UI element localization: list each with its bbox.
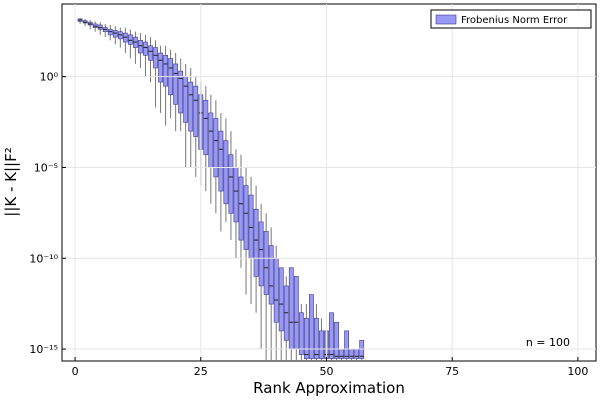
box (228, 154, 234, 214)
box (273, 257, 279, 323)
annotation: n = 100 (526, 336, 570, 349)
box (238, 176, 244, 241)
box (339, 348, 344, 359)
y-tick-label: 10⁰ (40, 71, 59, 84)
x-tick-label: 25 (194, 365, 208, 378)
box (253, 208, 259, 277)
box (263, 231, 269, 295)
box (183, 76, 189, 123)
box (223, 140, 229, 205)
plot-area (77, 17, 365, 361)
box (173, 63, 179, 105)
box (354, 348, 360, 359)
box (127, 34, 133, 45)
x-axis-label: Rank Approximation (253, 379, 405, 397)
box (233, 167, 239, 223)
box (278, 267, 284, 332)
box (203, 99, 209, 156)
box (193, 85, 199, 137)
box (314, 317, 319, 359)
legend-swatch (435, 14, 457, 25)
y-tick-label: 10⁻¹⁰ (29, 252, 58, 265)
box (143, 41, 148, 56)
y-tick-label: 10⁻⁵ (34, 161, 58, 174)
box (344, 330, 349, 359)
box (213, 118, 219, 178)
box (178, 70, 184, 114)
x-tick-label: 50 (319, 365, 333, 378)
box (258, 221, 264, 287)
box (349, 348, 355, 359)
box (288, 267, 294, 350)
box (293, 276, 299, 350)
box (138, 40, 143, 54)
box (334, 321, 339, 359)
box (303, 317, 309, 359)
box (112, 30, 118, 38)
box (208, 112, 214, 168)
y-axis-label: ||K - K||F² (2, 147, 20, 216)
y-tick-label: 10⁻¹⁵ (29, 343, 58, 356)
box (298, 312, 304, 355)
box (309, 294, 314, 359)
box (248, 194, 254, 259)
plot-frame (61, 3, 597, 362)
box (158, 52, 163, 83)
box (188, 81, 194, 132)
legend-label: Frobenius Norm Error (461, 15, 568, 26)
box (153, 47, 158, 69)
x-tick-label: 75 (445, 365, 459, 378)
legend-box (430, 9, 592, 29)
box (148, 45, 153, 61)
box (218, 130, 224, 192)
x-tick-label: 100 (567, 365, 588, 378)
x-tick-label: 0 (72, 365, 79, 378)
box (163, 54, 168, 87)
box (329, 312, 334, 359)
box (243, 185, 249, 250)
box (319, 330, 324, 359)
box (268, 245, 274, 305)
